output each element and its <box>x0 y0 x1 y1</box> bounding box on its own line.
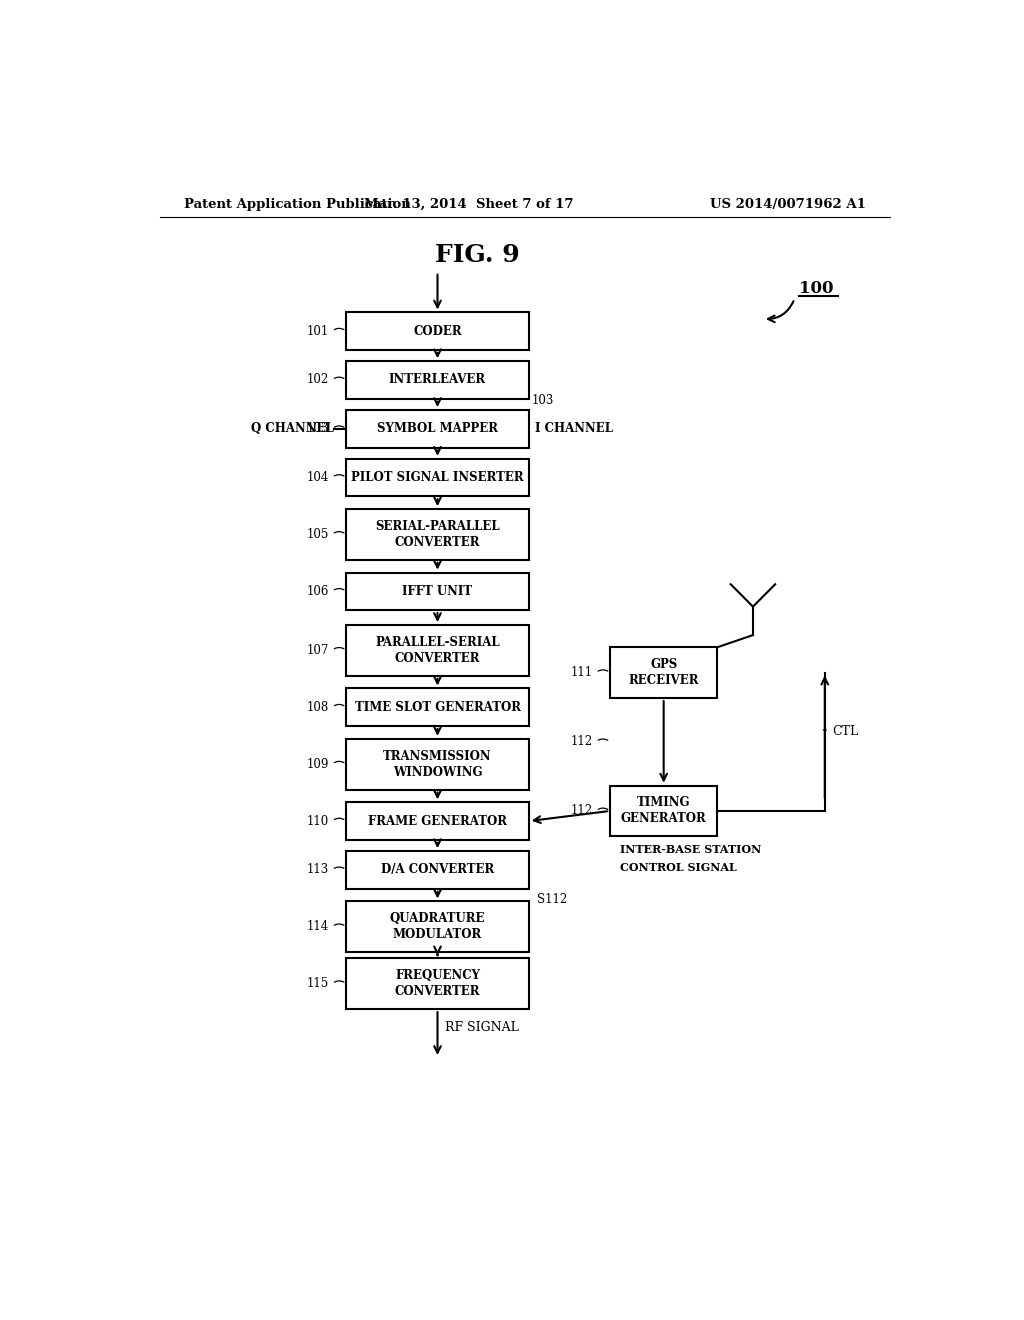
Text: S112: S112 <box>537 892 567 906</box>
Text: 114: 114 <box>306 920 329 933</box>
Bar <box>346 803 528 840</box>
Bar <box>346 510 528 560</box>
Text: RF SIGNAL: RF SIGNAL <box>445 1020 519 1034</box>
Text: I CHANNEL: I CHANNEL <box>536 422 613 436</box>
Text: QUADRATURE
MODULATOR: QUADRATURE MODULATOR <box>390 912 485 941</box>
Text: PILOT SIGNAL INSERTER: PILOT SIGNAL INSERTER <box>351 471 524 484</box>
Bar <box>346 851 528 888</box>
Text: FRAME GENERATOR: FRAME GENERATOR <box>368 814 507 828</box>
Text: SERIAL-PARALLEL
CONVERTER: SERIAL-PARALLEL CONVERTER <box>375 520 500 549</box>
Text: TRANSMISSION
WINDOWING: TRANSMISSION WINDOWING <box>383 750 492 779</box>
Text: 107: 107 <box>306 644 329 657</box>
Text: 101: 101 <box>306 325 329 338</box>
Text: Q CHANNEL: Q CHANNEL <box>251 422 334 436</box>
Text: 100: 100 <box>799 280 834 297</box>
Bar <box>346 362 528 399</box>
Bar <box>346 411 528 447</box>
Text: D/A CONVERTER: D/A CONVERTER <box>381 863 495 876</box>
Text: PARALLEL-SERIAL
CONVERTER: PARALLEL-SERIAL CONVERTER <box>375 636 500 665</box>
Bar <box>610 647 717 698</box>
Text: 110: 110 <box>306 814 329 828</box>
Text: CONTROL SIGNAL: CONTROL SIGNAL <box>620 862 737 874</box>
Text: 112: 112 <box>570 735 593 748</box>
Text: GPS
RECEIVER: GPS RECEIVER <box>629 659 699 688</box>
Text: CODER: CODER <box>414 325 462 338</box>
Text: IFFT UNIT: IFFT UNIT <box>402 585 472 598</box>
Text: TIMING
GENERATOR: TIMING GENERATOR <box>621 796 707 825</box>
Text: INTERLEAVER: INTERLEAVER <box>389 374 486 387</box>
Text: 109: 109 <box>306 758 329 771</box>
Text: 113: 113 <box>306 863 329 876</box>
Bar <box>346 313 528 350</box>
Bar <box>346 958 528 1008</box>
Text: 103: 103 <box>531 393 554 407</box>
Bar <box>346 459 528 496</box>
Text: 112: 112 <box>570 804 593 817</box>
Text: Patent Application Publication: Patent Application Publication <box>183 198 411 211</box>
Text: 105: 105 <box>306 528 329 541</box>
Text: Mar. 13, 2014  Sheet 7 of 17: Mar. 13, 2014 Sheet 7 of 17 <box>365 198 574 211</box>
Text: INTER-BASE STATION: INTER-BASE STATION <box>620 843 761 855</box>
Text: 104: 104 <box>306 471 329 484</box>
Bar <box>346 739 528 789</box>
Text: SYMBOL MAPPER: SYMBOL MAPPER <box>377 422 498 436</box>
Text: 103: 103 <box>306 422 329 436</box>
Bar <box>346 902 528 952</box>
Bar <box>346 624 528 676</box>
Text: TIME SLOT GENERATOR: TIME SLOT GENERATOR <box>354 701 520 714</box>
Text: FREQUENCY
CONVERTER: FREQUENCY CONVERTER <box>395 969 480 998</box>
Bar <box>346 573 528 610</box>
Bar <box>610 785 717 837</box>
Text: CTL: CTL <box>833 725 859 738</box>
Text: 111: 111 <box>570 667 593 680</box>
Text: FIG. 9: FIG. 9 <box>435 243 519 267</box>
Text: US 2014/0071962 A1: US 2014/0071962 A1 <box>711 198 866 211</box>
Text: 115: 115 <box>306 977 329 990</box>
Text: 106: 106 <box>306 585 329 598</box>
Text: 108: 108 <box>306 701 329 714</box>
Bar <box>346 689 528 726</box>
Text: 102: 102 <box>306 374 329 387</box>
